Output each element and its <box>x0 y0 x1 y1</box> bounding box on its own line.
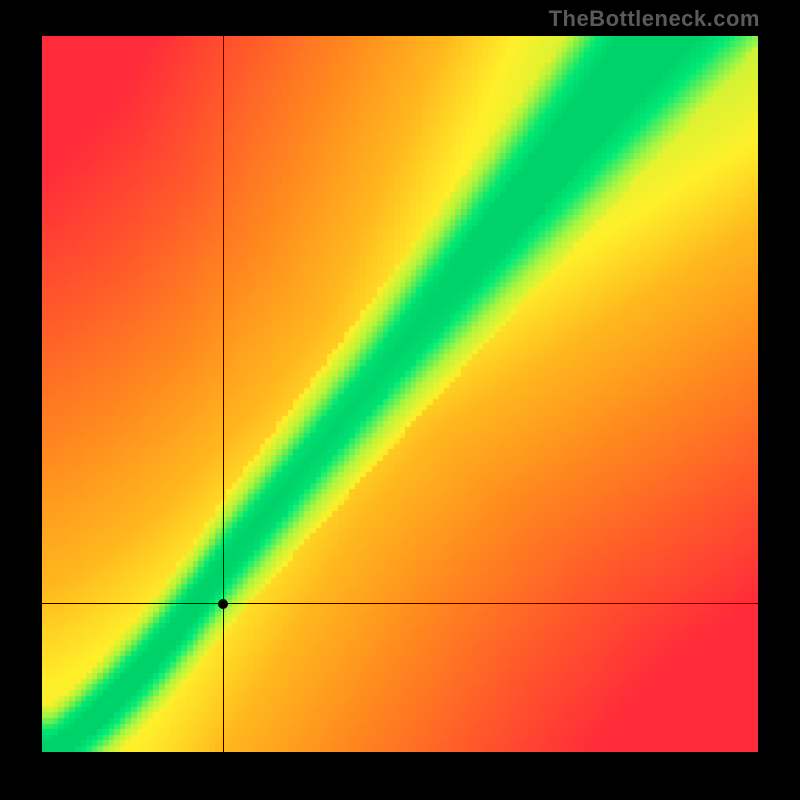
attribution-text: TheBottleneck.com <box>549 6 760 32</box>
crosshair-vertical <box>223 36 224 752</box>
heatmap-canvas <box>42 36 758 752</box>
crosshair-horizontal <box>42 603 758 604</box>
marker-dot <box>218 599 228 609</box>
root: TheBottleneck.com <box>0 0 800 800</box>
plot-area <box>42 36 758 752</box>
